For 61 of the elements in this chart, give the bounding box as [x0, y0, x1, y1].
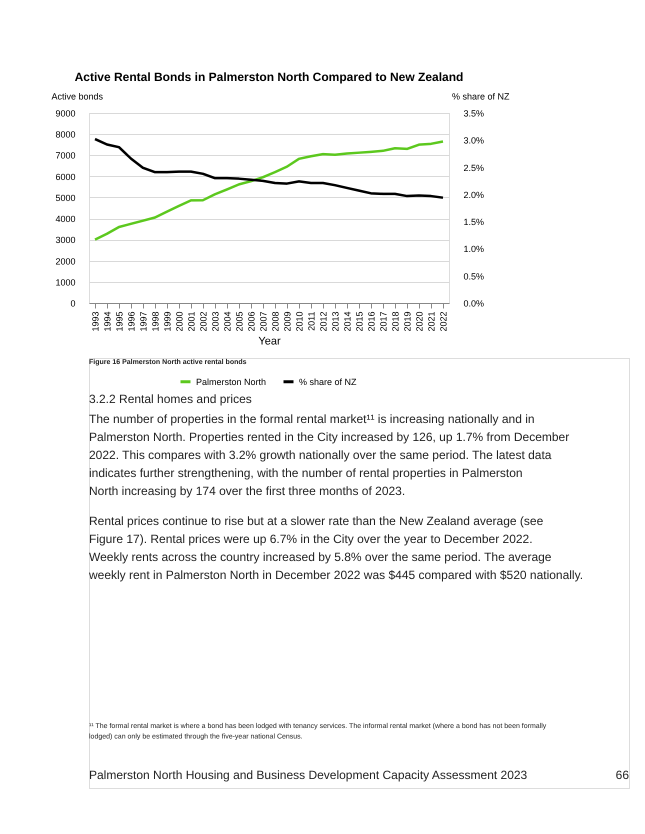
x-tick-label: 1996 [126, 312, 136, 332]
x-tick-label: 2012 [318, 312, 328, 332]
y-tick-label: 3000 [55, 235, 76, 246]
y-tick-label: 5000 [55, 192, 76, 203]
x-tick-label: 2001 [186, 312, 196, 332]
y2-tick-label: 2.0% [464, 190, 484, 200]
y2-tick-label: 0.5% [464, 271, 484, 282]
x-tick-label: 2008 [270, 312, 280, 332]
text: 66 [616, 768, 630, 782]
x-tick-label: 2003 [210, 312, 220, 332]
x-tick-label: 2006 [246, 312, 256, 332]
x-tick-label: 2018 [390, 312, 400, 332]
y2-tick-label: 3.5% [464, 108, 484, 118]
x-tick-label: 2000 [174, 312, 184, 332]
y2-tick-label: 0.0% [464, 298, 484, 308]
y-tick-label: 8000 [55, 130, 76, 140]
y2-tick-label: 1.0% [464, 244, 484, 254]
x-tick-label: 2017 [378, 312, 388, 332]
y-tick-label: 0 [70, 298, 76, 308]
x-tick-label: 2019 [402, 312, 412, 332]
x-tick-label: 2007 [258, 312, 268, 332]
x-tick-label: 2011 [306, 312, 316, 331]
text: 3.2.2 Rental homes and prices [89, 392, 252, 406]
x-tick-label: 2010 [294, 312, 304, 332]
x-axis-title: Year [258, 336, 281, 348]
line-series [94, 138, 444, 199]
x-tick-label: 1994 [102, 312, 112, 332]
x-tick-label: 2016 [366, 312, 376, 332]
x-tick-label: 1998 [150, 312, 160, 332]
x-tick-label: 1999 [162, 312, 172, 332]
y-tick-label: 1000 [55, 277, 76, 288]
y-tick-label: 7000 [55, 150, 76, 161]
x-tick-label: 1993 [90, 312, 100, 332]
x-tick-label: 1997 [138, 312, 148, 332]
x-tick-label: 2020 [414, 312, 424, 332]
y-axis-title: Active bonds [52, 92, 104, 102]
x-tick-label: 2022 [438, 312, 448, 332]
legend-label: Palmerston North [196, 376, 266, 387]
x-tick-label: 2021 [426, 312, 436, 332]
legend-label: % share of NZ [299, 376, 358, 387]
text: Palmerston North Housing and Business Development Capacity Assessment 2023 [89, 768, 528, 782]
x-tick-label: 2014 [342, 312, 352, 332]
chart-title: Active Rental Bonds in Palmerston North Compared to New Zealand [74, 70, 464, 84]
text: The number of properties in the formal rental market¹¹ is increasing nationally and in Palmerston North. Properties rented in the City increased by 126, up 1.7% from December 2022. This compares with 3.2% growth nationally over the same period. The latest data indicates further strengthening, with the number of rental properties in Palmerston North increasing by 174 over the first three months of 2023. [89, 412, 570, 498]
x-tick-label: 2013 [330, 312, 340, 332]
x-tick-label: 2015 [354, 312, 364, 332]
y2-tick-label: 2.5% [464, 162, 484, 173]
x-tick-label: 1995 [114, 312, 124, 332]
y-tick-label: 2000 [55, 256, 76, 266]
y2-tick-label: 1.5% [464, 217, 484, 228]
x-tick-label: 2002 [198, 312, 208, 332]
y2-tick-label: 3.0% [464, 136, 484, 146]
x-tick-label: 2004 [222, 312, 232, 332]
y-tick-label: 6000 [55, 172, 76, 182]
x-tick-label: 2005 [234, 312, 244, 332]
y-tick-label: 4000 [55, 214, 76, 224]
x-tick-label: 2009 [282, 312, 292, 332]
y-tick-label: 9000 [55, 108, 76, 118]
y2-axis-title: % share of NZ [452, 92, 510, 102]
line-series [94, 140, 444, 241]
text: Rental prices continue to rise but at a slower rate than the New Zealand average (see Figure 17). Rental prices were up 6.7% in the City over the year to December 2022. Weekly rents across the country increased by 5.8% over the same period. The average weekly rent in Palmerston North in December 2022 was $445 compared with $520 nationally. [88, 514, 584, 582]
